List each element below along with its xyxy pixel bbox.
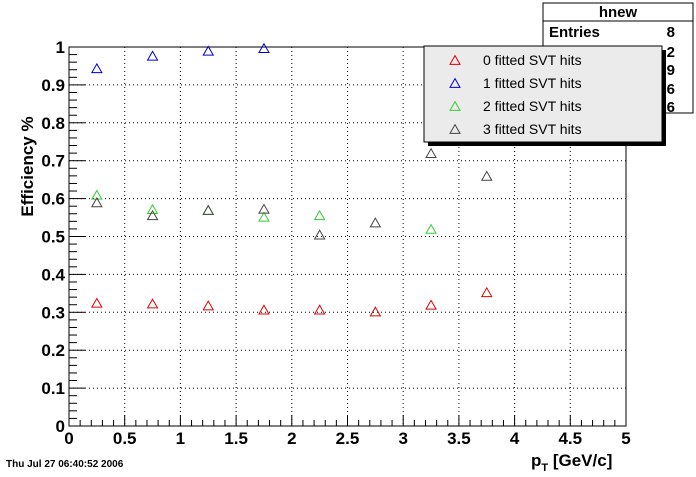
y-tick-label: 1 (56, 38, 65, 57)
stats-row-3-value: 9 (667, 62, 675, 79)
x-axis-title-main: p (531, 451, 541, 470)
x-axis-title-sub: T (541, 462, 548, 472)
stats-entries-value: 8 (667, 24, 675, 41)
data-point (425, 223, 437, 234)
data-point (369, 306, 382, 317)
x-tick-label: 3.5 (447, 429, 471, 448)
y-tick-label: 0.3 (41, 303, 65, 322)
data-point (258, 203, 270, 214)
data-markers (90, 42, 493, 317)
data-point (313, 209, 326, 221)
y-axis-title: Efficiency % (18, 116, 37, 216)
y-tick-label: 0.5 (41, 228, 65, 247)
data-point (90, 189, 103, 200)
legend-marker (449, 123, 461, 134)
data-point (146, 298, 159, 309)
data-point (313, 229, 326, 240)
axis-tick-labels: 0 0.5 1 1.5 2 2.5 3 3.5 4 4.5 5 0 0.1 0.2 0.3 0.4 0.5 0.6… (41, 38, 630, 448)
data-point (146, 209, 159, 221)
y-tick-label: 0.2 (41, 341, 65, 360)
data-point (258, 304, 270, 315)
data-point (313, 304, 326, 315)
legend-label: 3 fitted SVT hits (483, 121, 582, 137)
x-axis-title-unit: [GeV/c] (548, 451, 612, 470)
stats-entries-label: Entries (549, 24, 600, 41)
x-tick-label: 2 (287, 429, 296, 448)
legend: 0 fitted SVT hits 1 fitted SVT hits 2 fitt… (423, 45, 666, 146)
y-tick-label: 0.4 (41, 265, 65, 284)
data-point (146, 50, 159, 61)
data-point (90, 297, 103, 308)
legend-marker (449, 54, 461, 65)
x-tick-label: 3 (398, 429, 407, 448)
stats-row-2-value: 2 (667, 44, 675, 61)
data-point (369, 217, 382, 228)
x-tick-label: 0 (64, 429, 73, 448)
data-point (258, 42, 270, 53)
series-1 (90, 42, 270, 74)
axis-ticks (68, 46, 627, 427)
y-tick-label: 0.9 (41, 76, 65, 95)
x-tick-label: 0.5 (113, 429, 137, 448)
data-point (146, 203, 159, 215)
x-axis-title: pT [GeV/c] (531, 451, 612, 472)
x-tick-label: 2.5 (336, 429, 360, 448)
data-point (480, 170, 493, 181)
data-point (480, 286, 493, 298)
x-tick-label: 4 (510, 429, 520, 448)
legend-label: 1 fitted SVT hits (483, 75, 582, 91)
series-3 (90, 147, 493, 240)
legend-label: 0 fitted SVT hits (483, 52, 582, 68)
data-point (90, 62, 103, 74)
data-point (202, 204, 215, 215)
data-point (202, 45, 215, 56)
legend-marker (449, 77, 461, 88)
data-point (202, 300, 215, 311)
data-point (258, 211, 270, 222)
y-tick-label: 0.8 (41, 114, 65, 133)
stats-row-5-value: 6 (667, 99, 675, 116)
stats-box-title: hnew (599, 4, 638, 21)
y-tick-label: 0 (56, 417, 65, 436)
data-point (425, 147, 437, 158)
series-0 (90, 286, 493, 317)
x-tick-label: 1 (176, 429, 185, 448)
timestamp: Thu Jul 27 06:40:52 2006 (6, 459, 124, 470)
legend-frame (423, 45, 663, 143)
x-tick-label: 4.5 (558, 429, 582, 448)
x-tick-label: 1.5 (224, 429, 248, 448)
stats-row-4-value: 6 (667, 81, 675, 98)
data-point (90, 197, 103, 208)
legend-label: 2 fitted SVT hits (483, 98, 582, 114)
x-tick-label: 5 (621, 429, 630, 448)
data-point (425, 299, 437, 310)
y-tick-label: 0.1 (41, 379, 65, 398)
y-tick-label: 0.6 (41, 190, 65, 209)
y-tick-label: 0.7 (41, 152, 65, 171)
legend-marker (449, 100, 461, 111)
